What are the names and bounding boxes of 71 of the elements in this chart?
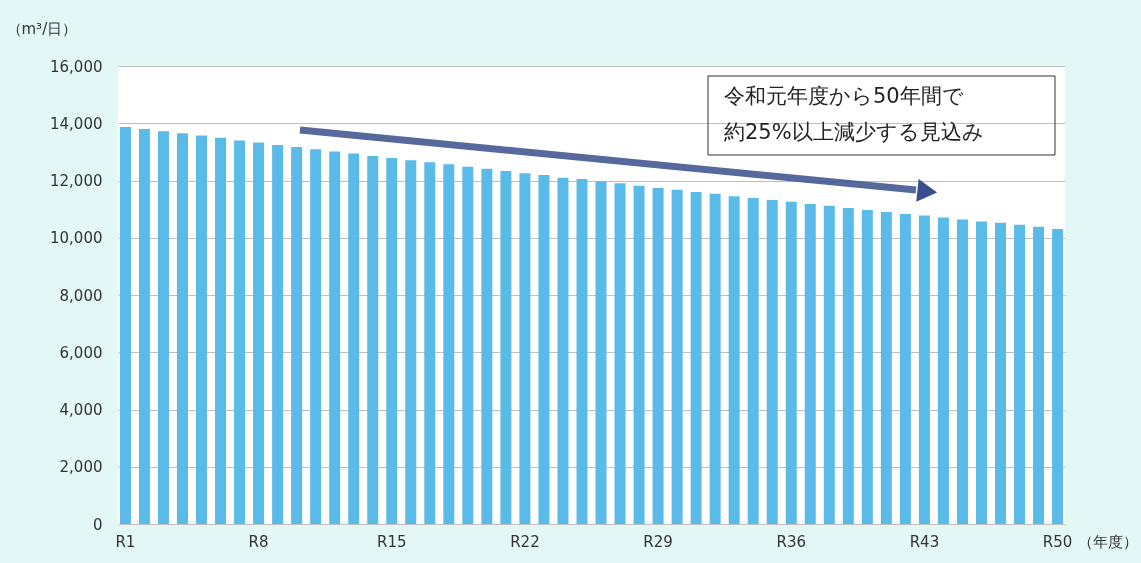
bar: [804, 203, 816, 524]
bar: [995, 222, 1007, 524]
bar: [766, 199, 778, 524]
bar: [234, 140, 246, 524]
bar: [690, 191, 702, 524]
bar: [405, 160, 417, 524]
x-tick-label: R15: [376, 532, 407, 551]
bar: [253, 142, 265, 524]
x-tick-label: R50: [1042, 532, 1073, 551]
bar: [633, 185, 645, 524]
bar: [176, 133, 188, 524]
bar: [386, 157, 398, 524]
bar: [310, 149, 322, 524]
bar: [119, 126, 131, 524]
bar: [348, 153, 360, 524]
bar: [652, 187, 664, 524]
y-tick-label: 6,000: [59, 343, 103, 362]
y-tick-label: 8,000: [59, 286, 103, 305]
bar: [215, 137, 227, 524]
bar: [1014, 224, 1026, 524]
bar: [1052, 228, 1064, 524]
annotation: 令和元年度から50年間で: [724, 84, 964, 108]
bar: [443, 164, 455, 524]
y-tick-label: 4,000: [59, 401, 103, 419]
y-tick-label: 14,000: [50, 114, 103, 133]
bar: [367, 155, 379, 524]
bar: [975, 221, 987, 524]
bar: [519, 173, 531, 524]
y-tick-label: 2,000: [59, 458, 103, 477]
bar: [880, 211, 892, 524]
y-tick-label: 0: [92, 515, 103, 534]
y-tick-label: 12,000: [50, 172, 103, 190]
x-tick-label: R29: [643, 532, 673, 551]
bar: [538, 175, 550, 524]
x-tick-label: R36: [776, 532, 807, 551]
bar: [557, 177, 569, 524]
bar: [595, 181, 607, 524]
bar: [329, 151, 341, 524]
bar: [842, 207, 854, 524]
y-tick-label: 10,000: [50, 229, 103, 248]
x-tick-label: R22: [510, 532, 540, 551]
x-tick-label: R1: [115, 532, 136, 551]
x-axis-title: （年度）: [1077, 532, 1138, 551]
bar: [861, 209, 873, 524]
bar: [462, 166, 474, 524]
y-axis-title: （m³/日）: [6, 19, 78, 38]
bar: [138, 128, 150, 524]
annotation: 約25%以上減少する見込み: [724, 120, 984, 144]
bar: [899, 213, 911, 524]
bar: [272, 145, 284, 524]
bar: [709, 193, 721, 524]
bar: [956, 219, 968, 524]
bar: [291, 147, 303, 524]
bar: [671, 189, 683, 524]
bar: [576, 179, 588, 524]
bar: [196, 135, 208, 524]
bar: [157, 131, 169, 524]
bar: [1033, 226, 1045, 524]
bar: [728, 196, 740, 524]
x-tick-label: R43: [909, 532, 940, 551]
bar: [481, 168, 493, 524]
bar: [918, 215, 930, 524]
bar: [500, 171, 512, 524]
bar: [823, 205, 835, 524]
bar: [937, 217, 949, 524]
x-tick-label: R8: [248, 532, 269, 551]
bar: [785, 201, 797, 524]
bar: [614, 183, 626, 524]
bar: [424, 162, 436, 524]
bar: [747, 197, 759, 524]
y-tick-label: 16,000: [50, 57, 103, 76]
